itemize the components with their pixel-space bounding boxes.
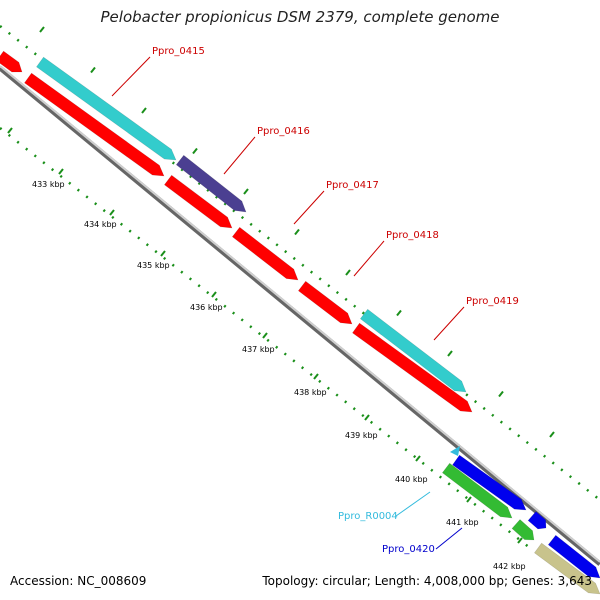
outer-scale-tick <box>447 350 453 357</box>
kbp-tick-label: 437 kbp <box>242 345 275 354</box>
inner-scale-tick <box>415 455 421 462</box>
gene-label-ppro-0420[interactable]: Ppro_0420 <box>382 544 435 555</box>
gene-label-layer: Ppro_0415 Ppro_0416 Ppro_0417 Ppro_0418 Ppro… <box>111 46 519 555</box>
gene-label-ppro-0419[interactable]: Ppro_0419 <box>466 296 519 307</box>
kbp-tick-label: 440 kbp <box>395 475 428 484</box>
outer-scale-tick <box>345 269 351 276</box>
inner-scale-tick <box>313 373 319 380</box>
outer-scale-tick <box>396 309 402 317</box>
inner-scale-tick <box>466 496 472 503</box>
kbp-tick-label: 433 kbp <box>32 180 65 189</box>
outer-scale-tick <box>90 66 96 74</box>
outer-scale-tick <box>549 431 555 438</box>
gene-label-ppro-0417[interactable]: Ppro_0417 <box>326 180 379 191</box>
outer-scale-tick <box>141 107 147 114</box>
kbp-tick-label: 435 kbp <box>137 261 170 270</box>
inner-scale-tick <box>211 291 217 298</box>
feature-track <box>0 50 600 595</box>
cds-arrow-purple-0416[interactable] <box>175 154 247 213</box>
genome-backbone-highlight <box>0 65 600 563</box>
cds-arrow-red-0418[interactable] <box>297 280 353 325</box>
gene-label-ppro-r0004[interactable]: Ppro_R0004 <box>338 511 398 522</box>
cds-arrow-red-0417[interactable] <box>231 226 299 281</box>
gene-leader-line <box>353 240 385 277</box>
cds-arrow-cyan-0415[interactable] <box>36 56 177 161</box>
outer-scale-tick <box>294 228 300 236</box>
trna-marker-r0004[interactable] <box>450 446 460 456</box>
kbp-scale: 433 kbp 434 kbp 435 kbp 436 kbp 437 kbp 438 k… <box>7 26 555 571</box>
gene-leader-line <box>223 136 256 175</box>
inner-scale-tick <box>58 168 64 175</box>
cds-arrow-red-0[interactable] <box>0 50 23 73</box>
cds-arrow-blue-2[interactable] <box>547 534 600 579</box>
cds-arrow-red-0419b[interactable] <box>352 322 473 413</box>
kbp-tick-label: 438 kbp <box>294 388 327 397</box>
outer-scale-tick <box>39 26 45 33</box>
gene-leader-line <box>435 527 463 550</box>
cds-arrow-blue-0420[interactable] <box>452 454 527 511</box>
genome-summary-text: Topology: circular; Length: 4,008,000 bp… <box>262 574 592 588</box>
outer-scale-tick <box>498 390 504 398</box>
outer-scale-tick <box>243 188 249 195</box>
cds-arrow-green[interactable] <box>441 462 513 519</box>
gene-leader-line <box>293 190 325 225</box>
kbp-tick-label: 441 kbp <box>446 518 479 527</box>
cds-arrow-cyan-0419[interactable] <box>359 308 467 393</box>
cds-arrow-green-2[interactable] <box>511 519 535 541</box>
gene-leader-line <box>395 491 431 517</box>
cds-arrow-blue-small[interactable] <box>527 511 547 530</box>
accession-text: Accession: NC_008609 <box>10 574 147 588</box>
gene-label-ppro-0416[interactable]: Ppro_0416 <box>257 126 310 137</box>
inner-scale-tick <box>262 332 268 339</box>
inner-scale-tick <box>7 127 13 134</box>
kbp-tick-label: 442 kbp <box>493 562 526 571</box>
kbp-tick-label: 436 kbp <box>190 303 223 312</box>
inner-dotted-track <box>0 127 531 549</box>
cds-arrow-khaki[interactable] <box>534 542 600 595</box>
inner-scale-tick <box>109 209 115 216</box>
genome-backbone <box>0 66 600 566</box>
inner-scale-tick <box>517 537 523 544</box>
kbp-tick-label: 434 kbp <box>84 220 117 229</box>
kbp-tick-label: 439 kbp <box>345 431 378 440</box>
outer-scale-tick <box>192 147 198 155</box>
gene-label-ppro-0415[interactable]: Ppro_0415 <box>152 46 205 57</box>
cds-arrow-red-0415b[interactable] <box>163 174 233 229</box>
cds-arrow-red-1[interactable] <box>24 72 165 177</box>
inner-scale-tick <box>160 250 166 257</box>
inner-scale-tick <box>364 414 370 421</box>
gene-label-ppro-0418[interactable]: Ppro_0418 <box>386 230 439 241</box>
genome-title: Pelobacter propionicus DSM 2379, complet… <box>100 8 500 26</box>
gene-leader-line <box>111 56 151 97</box>
gene-leader-line <box>433 306 465 341</box>
